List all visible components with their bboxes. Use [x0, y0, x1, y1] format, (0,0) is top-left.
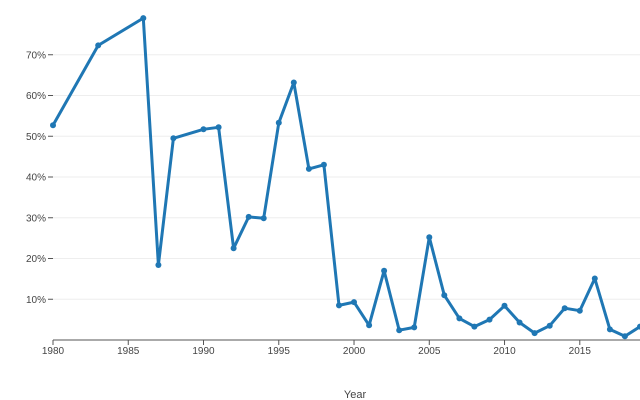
data-point[interactable]: [396, 327, 403, 334]
data-point[interactable]: [200, 126, 207, 133]
y-tick-label: 50%: [26, 132, 46, 143]
data-point[interactable]: [320, 161, 327, 168]
data-point[interactable]: [561, 305, 568, 312]
data-point[interactable]: [381, 267, 388, 274]
data-point[interactable]: [456, 315, 463, 322]
data-point[interactable]: [230, 245, 237, 252]
data-point[interactable]: [546, 322, 553, 329]
data-point[interactable]: [411, 324, 418, 331]
data-point[interactable]: [486, 316, 493, 323]
data-point[interactable]: [621, 333, 628, 340]
gridlines: [53, 54, 640, 300]
y-tick-label: 60%: [26, 91, 46, 102]
data-point[interactable]: [215, 124, 222, 131]
data-point[interactable]: [591, 275, 598, 282]
data-point[interactable]: [336, 302, 342, 309]
data-point[interactable]: [501, 302, 508, 309]
data-point[interactable]: [95, 42, 102, 49]
y-tick-label: 70%: [26, 50, 46, 61]
x-tick-label: 1990: [192, 346, 215, 357]
data-point[interactable]: [637, 323, 640, 330]
data-point[interactable]: [245, 213, 252, 220]
data-point[interactable]: [290, 79, 297, 86]
data-point[interactable]: [426, 234, 433, 241]
data-point[interactable]: [366, 322, 373, 329]
data-point[interactable]: [170, 135, 177, 142]
x-tick-label: 2005: [418, 346, 441, 357]
x-tick-label: 2000: [343, 346, 366, 357]
x-axis-title: Year: [344, 389, 367, 400]
data-point[interactable]: [260, 215, 267, 222]
data-point[interactable]: [305, 165, 312, 172]
data-point[interactable]: [576, 307, 583, 314]
data-point[interactable]: [531, 330, 538, 337]
x-tick-label: 2010: [493, 346, 516, 357]
y-tick-label: 40%: [26, 173, 46, 184]
data-point[interactable]: [606, 326, 613, 333]
x-tick-label: 1980: [42, 346, 65, 357]
data-point[interactable]: [471, 323, 478, 330]
axes: 10% 20% 30% 40% 50% 60% 70% 1980 1985 1990 1995 200…: [26, 50, 640, 357]
data-point[interactable]: [351, 299, 357, 306]
series-layer: [50, 15, 640, 340]
y-tick-label: 10%: [26, 295, 46, 306]
data-point[interactable]: [155, 262, 162, 268]
data-point[interactable]: [140, 15, 147, 22]
x-tick-label: 2015: [569, 346, 592, 357]
y-tick-label: 20%: [26, 254, 46, 265]
data-point[interactable]: [275, 119, 282, 126]
data-point[interactable]: [50, 122, 56, 129]
x-tick-label: 1985: [117, 346, 140, 357]
data-point[interactable]: [516, 319, 523, 326]
y-tick-label: 30%: [26, 213, 46, 224]
data-point[interactable]: [441, 292, 448, 299]
x-tick-label: 1995: [268, 346, 291, 357]
